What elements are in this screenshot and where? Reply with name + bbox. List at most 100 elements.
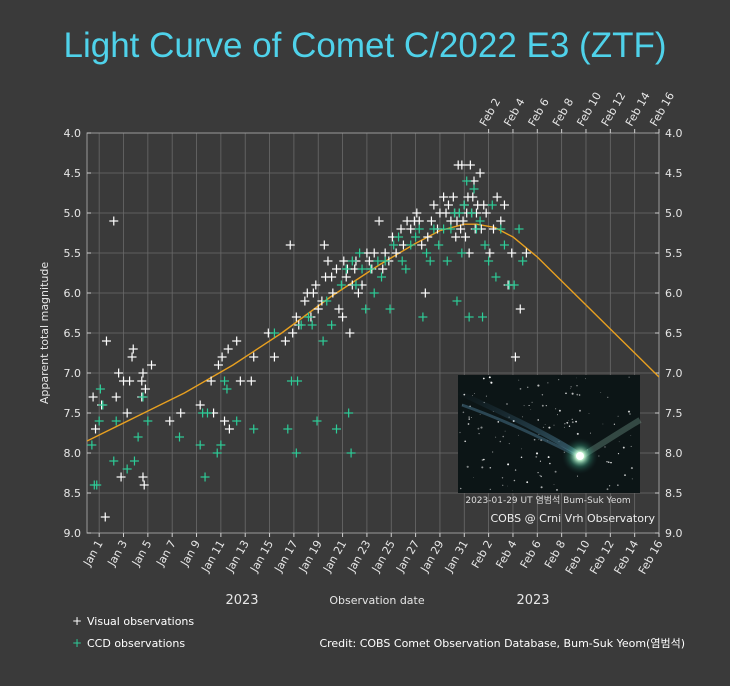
visual-point <box>288 328 298 338</box>
x-tick-label-bottom: Jan 1 <box>80 538 105 569</box>
star <box>558 379 560 381</box>
visual-point <box>423 232 433 242</box>
ccd-point <box>220 376 230 386</box>
visual-point <box>311 280 321 290</box>
star <box>610 461 612 464</box>
star <box>589 432 591 434</box>
visual-point <box>441 208 451 218</box>
star <box>485 395 487 397</box>
star <box>617 453 620 455</box>
star <box>466 465 469 468</box>
ccd-point <box>418 312 428 322</box>
star <box>538 434 540 436</box>
star <box>530 409 532 410</box>
y-tick-label-left: 6.0 <box>64 287 82 300</box>
star <box>497 421 500 423</box>
star <box>588 413 590 414</box>
visual-point <box>206 376 216 386</box>
star <box>606 488 609 491</box>
legend-visual-marker: + <box>72 614 82 628</box>
visual-point <box>138 472 148 482</box>
star <box>521 448 522 450</box>
visual-point <box>406 224 416 234</box>
visual-point <box>448 192 458 202</box>
star <box>549 462 551 465</box>
star <box>528 404 530 407</box>
visual-point <box>125 376 135 386</box>
star <box>630 445 632 447</box>
star <box>575 420 577 423</box>
x-tick-label-top: Feb 4 <box>501 96 527 128</box>
star <box>537 471 539 474</box>
star <box>459 487 462 490</box>
visual-point <box>364 256 374 266</box>
star <box>482 377 485 380</box>
star <box>547 382 549 384</box>
ccd-point <box>351 280 361 290</box>
ccd-point <box>464 312 474 322</box>
ccd-point <box>232 416 242 426</box>
star <box>554 470 557 473</box>
y-tick-label-right: 8.0 <box>665 447 683 460</box>
y-tick-label-left: 4.0 <box>64 127 82 140</box>
comet-photo: 2023-01-29 UT 염범석 Bum-Suk Yeom <box>456 375 642 506</box>
y-tick-label-left: 6.5 <box>64 327 82 340</box>
visual-point <box>300 296 310 306</box>
ccd-point <box>459 200 469 210</box>
ccd-point <box>406 240 416 250</box>
visual-point <box>308 288 318 298</box>
star <box>518 379 520 381</box>
visual-point <box>331 264 341 274</box>
star <box>468 418 470 420</box>
star <box>606 460 608 463</box>
star <box>571 418 573 420</box>
star <box>478 432 480 435</box>
star <box>565 392 567 395</box>
visual-point <box>127 352 137 362</box>
ccd-point <box>509 280 519 290</box>
star <box>518 434 519 436</box>
star <box>472 395 473 396</box>
y-tick-label-right: 5.5 <box>665 247 683 260</box>
ccd-point <box>414 224 424 234</box>
star <box>469 405 471 407</box>
star <box>576 393 579 396</box>
star <box>489 466 492 469</box>
ccd-point <box>318 336 328 346</box>
ccd-point <box>143 416 153 426</box>
ccd-point <box>452 296 462 306</box>
chart-title: Light Curve of Comet C/2022 E3 (ZTF) <box>63 26 667 65</box>
year-label-right: 2023 <box>516 593 549 608</box>
visual-point <box>456 224 466 234</box>
y-tick-label-right: 4.0 <box>665 127 683 140</box>
ccd-point <box>487 200 497 210</box>
star <box>598 455 600 457</box>
ccd-point <box>307 320 317 330</box>
x-tick-label-bottom: Jan 31 <box>442 538 471 575</box>
y-tick-label-right: 4.5 <box>665 167 683 180</box>
star <box>512 490 513 492</box>
ccd-point <box>397 256 407 266</box>
star <box>533 438 536 441</box>
x-tick-label-top: Feb 16 <box>647 90 677 129</box>
visual-point <box>510 352 520 362</box>
visual-point <box>521 248 531 258</box>
star <box>483 458 485 461</box>
x-tick-label-top: Feb 6 <box>526 96 552 128</box>
star <box>569 387 571 389</box>
legend-ccd-label: CCD observations <box>87 637 185 650</box>
visual-point <box>429 200 439 210</box>
star <box>548 426 551 429</box>
star <box>576 432 579 435</box>
star <box>630 435 632 436</box>
ccd-point <box>111 416 121 426</box>
star <box>540 475 542 478</box>
visual-point <box>374 216 384 226</box>
ccd-point <box>291 448 301 458</box>
star <box>545 404 547 407</box>
legend: + Visual observations + CCD observations <box>72 614 194 650</box>
visual-point <box>338 312 348 322</box>
star <box>501 477 504 479</box>
star <box>578 394 581 396</box>
